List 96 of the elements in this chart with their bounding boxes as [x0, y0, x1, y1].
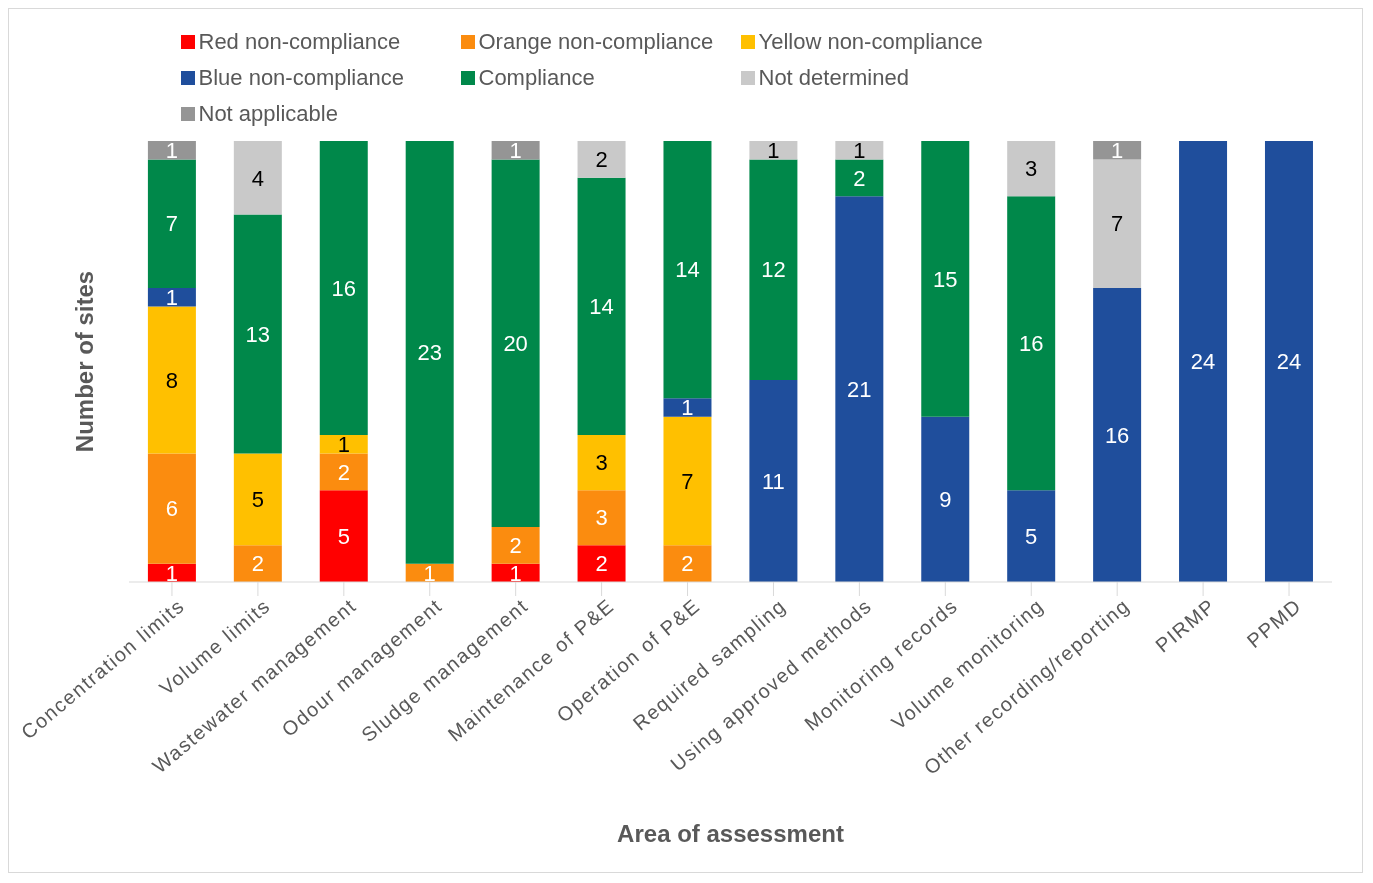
y-axis-title: Number of sites [70, 270, 98, 453]
bar [577, 177, 626, 435]
data-label: 1 [165, 285, 179, 310]
bar [147, 453, 196, 564]
data-label: 3 [595, 505, 608, 531]
bar [1179, 141, 1228, 582]
bar [749, 379, 798, 582]
bar [749, 159, 798, 380]
data-label: 5 [1025, 523, 1038, 549]
bar [1007, 490, 1056, 582]
data-label: 2 [337, 459, 350, 485]
data-label: 14 [589, 294, 614, 320]
data-label: 12 [761, 257, 786, 283]
bar [577, 435, 626, 491]
bar [749, 141, 798, 160]
data-label: 16 [1104, 422, 1130, 448]
bar [319, 435, 368, 454]
bar [1007, 141, 1056, 197]
data-label: 15 [933, 266, 958, 292]
data-label: 6 [165, 496, 179, 522]
data-label: 24 [1276, 349, 1302, 375]
bar [147, 306, 196, 454]
bar [921, 141, 970, 417]
bar [147, 141, 196, 160]
bar [147, 288, 196, 307]
data-label: 7 [165, 211, 179, 237]
data-label: 1 [767, 138, 780, 163]
data-label: 1 [681, 395, 694, 421]
bar [233, 545, 282, 582]
data-label: 21 [847, 376, 872, 402]
data-label: 3 [595, 450, 608, 476]
data-label: 11 [761, 468, 785, 494]
legend-label: Yellow non-compliance [757, 29, 984, 55]
bar [319, 141, 368, 435]
data-label: 23 [417, 340, 442, 366]
data-label: 24 [1190, 349, 1216, 375]
bar [835, 141, 884, 160]
data-label: 1 [1110, 138, 1124, 163]
bar [577, 141, 626, 178]
data-label: 4 [251, 165, 264, 191]
bar [1093, 288, 1142, 582]
data-label: 5 [337, 523, 350, 549]
data-label: 9 [939, 487, 952, 513]
data-label: 1 [165, 560, 179, 586]
bar [1007, 196, 1056, 491]
data-label: 5 [251, 487, 264, 513]
bar [319, 453, 368, 491]
bar [921, 416, 970, 582]
data-label: 1 [509, 560, 522, 586]
legend-label: Compliance [477, 65, 596, 91]
legend-label: Orange non-compliance [477, 29, 715, 55]
legend-label: Not applicable [197, 101, 339, 127]
bar [835, 159, 884, 197]
bar [577, 545, 626, 582]
bar [1264, 141, 1313, 582]
data-label: 1 [509, 138, 522, 163]
bar [663, 545, 712, 582]
bar [663, 416, 712, 546]
data-label: 2 [595, 147, 608, 173]
bar [835, 196, 884, 582]
data-label: 8 [165, 367, 179, 393]
bar [405, 141, 454, 564]
data-label: 1 [165, 138, 179, 163]
data-label: 16 [331, 275, 356, 301]
data-label: 2 [853, 165, 866, 191]
data-label: 14 [675, 257, 700, 283]
bar [233, 141, 282, 215]
data-label: 3 [1025, 156, 1038, 182]
data-label: 1 [423, 560, 436, 586]
data-label: 20 [503, 330, 528, 356]
data-label: 1 [337, 432, 350, 457]
bar [1093, 141, 1142, 160]
bar [491, 141, 540, 160]
data-label: 7 [681, 468, 694, 494]
bar [147, 159, 196, 288]
bar [491, 526, 540, 564]
bar [491, 159, 540, 527]
bar [319, 490, 368, 582]
data-label: 16 [1018, 330, 1044, 356]
data-label: 13 [245, 321, 271, 347]
bar [663, 141, 712, 399]
data-label: 2 [595, 551, 608, 577]
data-label: 2 [509, 533, 522, 559]
data-label: 7 [1110, 211, 1124, 237]
data-label: 1 [853, 138, 866, 163]
bar [577, 490, 626, 546]
data-label: 2 [681, 551, 694, 577]
bar [1093, 159, 1142, 288]
bar [663, 398, 712, 417]
legend-label: Not determined [757, 65, 910, 91]
data-label: 2 [251, 551, 264, 577]
bar [233, 453, 282, 546]
legend-label: Red non-compliance [197, 29, 402, 55]
bar [233, 214, 282, 454]
x-axis-title: Area of assessment [617, 820, 844, 847]
legend-label: Blue non-compliance [197, 65, 405, 91]
